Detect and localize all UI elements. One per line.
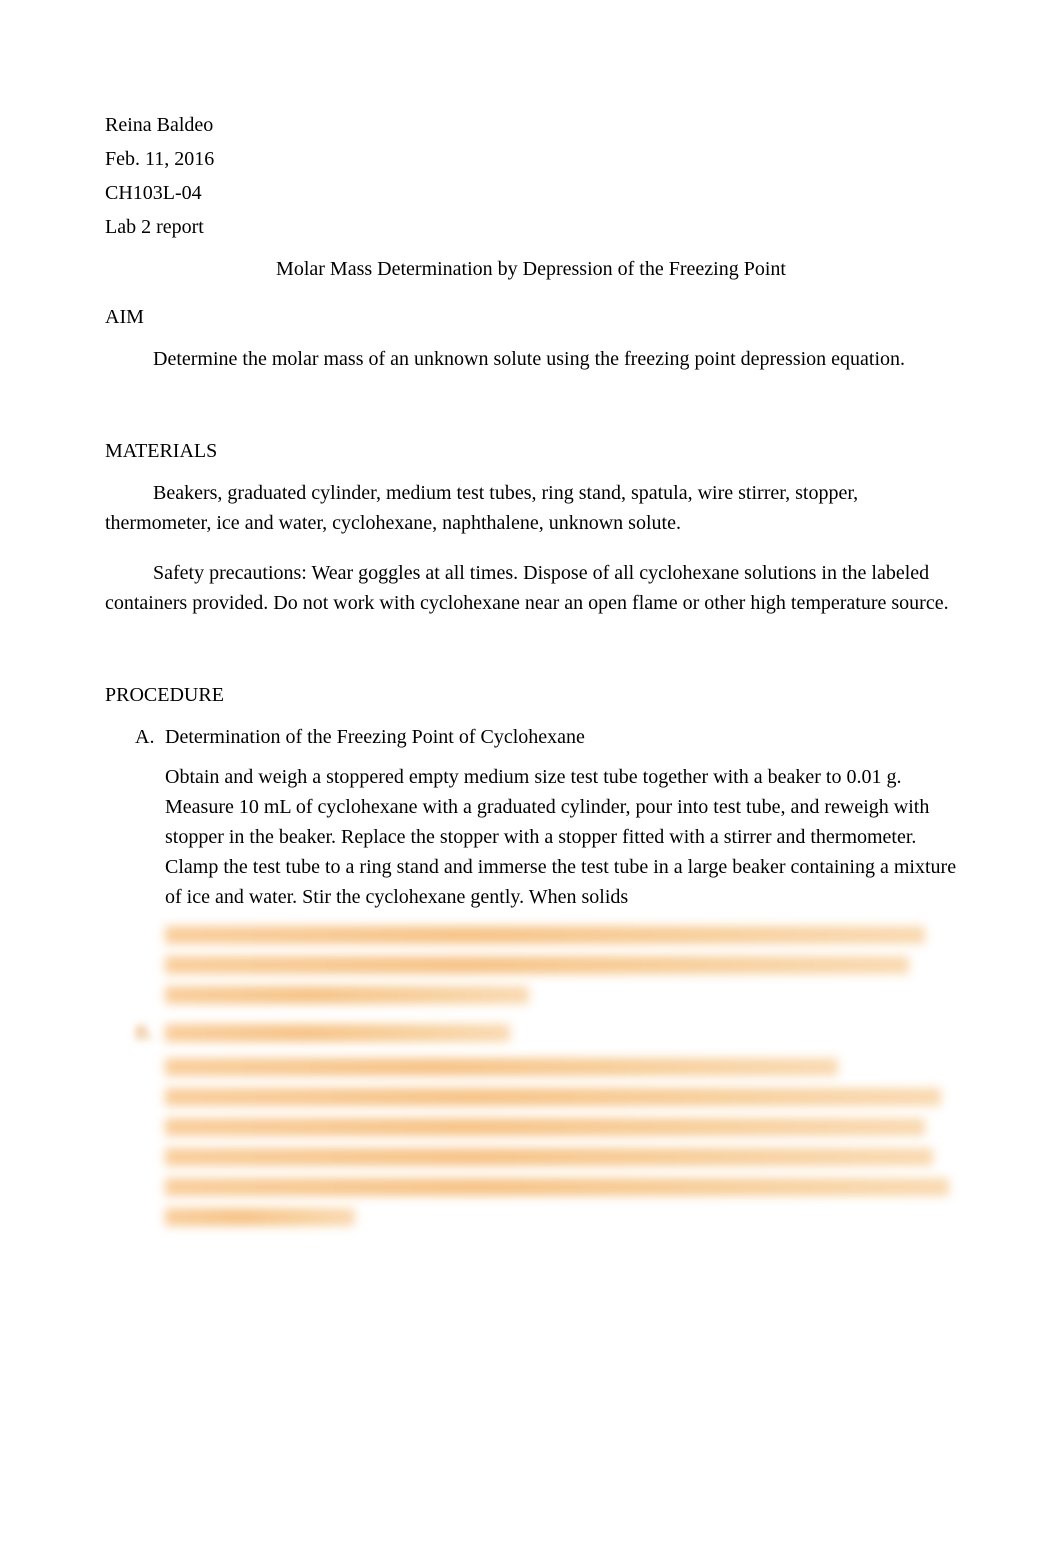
author-name: Reina Baldeo [105, 110, 957, 140]
procedure-list: A. Determination of the Freezing Point o… [135, 722, 957, 752]
list-marker-a: A. [135, 722, 165, 752]
aim-body: Determine the molar mass of an unknown s… [105, 344, 957, 374]
course-code: CH103L-04 [105, 178, 957, 208]
list-label-b-obscured [165, 1024, 510, 1042]
spacer [105, 394, 957, 418]
spacer [105, 638, 957, 662]
obscured-text-line [165, 1058, 838, 1076]
list-label-a: Determination of the Freezing Point of C… [165, 722, 957, 752]
obscured-text-line [165, 1088, 941, 1106]
procedure-body-a: Obtain and weigh a stoppered empty mediu… [165, 762, 957, 912]
aim-heading: AIM [105, 302, 957, 332]
materials-body-2: Safety precautions: Wear goggles at all … [105, 558, 957, 618]
procedure-body-b-obscured [165, 1058, 957, 1226]
procedure-item-a: A. Determination of the Freezing Point o… [135, 722, 957, 752]
obscured-text-line [165, 956, 909, 974]
materials-body-1: Beakers, graduated cylinder, medium test… [105, 478, 957, 538]
obscured-text-line [165, 926, 925, 944]
obscured-text-line [165, 1148, 933, 1166]
obscured-text-line [165, 986, 529, 1004]
materials-heading: MATERIALS [105, 436, 957, 466]
lab-line: Lab 2 report [105, 212, 957, 242]
document-title: Molar Mass Determination by Depression o… [105, 254, 957, 284]
obscured-text-line [165, 1118, 925, 1136]
page: Reina Baldeo Feb. 11, 2016 CH103L-04 Lab… [0, 0, 1062, 1561]
procedure-item-b: B. [135, 1018, 957, 1048]
obscured-text-line [165, 1208, 355, 1226]
obscured-text-line [165, 1178, 949, 1196]
procedure-body-a-obscured [165, 926, 957, 1004]
procedure-heading: PROCEDURE [105, 680, 957, 710]
date-line: Feb. 11, 2016 [105, 144, 957, 174]
list-marker-b: B. [135, 1018, 165, 1048]
